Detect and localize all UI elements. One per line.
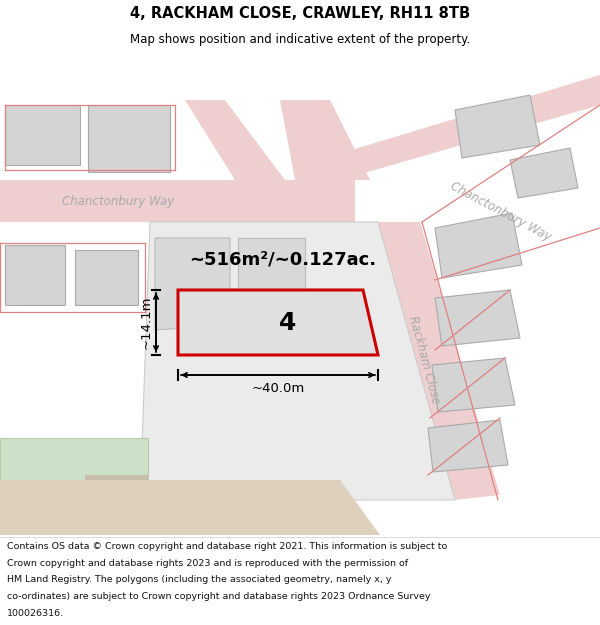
Polygon shape (325, 75, 600, 180)
Text: co-ordinates) are subject to Crown copyright and database rights 2023 Ordnance S: co-ordinates) are subject to Crown copyr… (7, 592, 431, 601)
Polygon shape (378, 222, 500, 500)
Polygon shape (428, 420, 508, 472)
Text: ~14.1m: ~14.1m (139, 296, 152, 349)
Text: HM Land Registry. The polygons (including the associated geometry, namely x, y: HM Land Registry. The polygons (includin… (7, 576, 392, 584)
Text: Map shows position and indicative extent of the property.: Map shows position and indicative extent… (130, 32, 470, 46)
Polygon shape (185, 100, 285, 180)
Text: Contains OS data © Crown copyright and database right 2021. This information is : Contains OS data © Crown copyright and d… (7, 542, 448, 551)
Text: Chanctonbury Way: Chanctonbury Way (448, 180, 553, 244)
Polygon shape (5, 105, 80, 165)
Polygon shape (238, 238, 305, 325)
Polygon shape (178, 290, 378, 355)
Polygon shape (5, 245, 65, 305)
Text: Crown copyright and database rights 2023 and is reproduced with the permission o: Crown copyright and database rights 2023… (7, 559, 409, 568)
Text: 100026316.: 100026316. (7, 609, 64, 618)
Polygon shape (455, 95, 540, 158)
Polygon shape (435, 290, 520, 346)
Text: 4, RACKHAM CLOSE, CRAWLEY, RH11 8TB: 4, RACKHAM CLOSE, CRAWLEY, RH11 8TB (130, 6, 470, 21)
Polygon shape (75, 250, 138, 305)
Polygon shape (0, 438, 148, 480)
Polygon shape (280, 100, 370, 180)
Polygon shape (435, 213, 522, 278)
Polygon shape (88, 105, 170, 172)
Text: ~516m²/~0.127ac.: ~516m²/~0.127ac. (190, 251, 377, 269)
Polygon shape (140, 222, 455, 500)
Text: ~40.0m: ~40.0m (251, 381, 305, 394)
Polygon shape (85, 475, 148, 500)
Polygon shape (432, 358, 515, 412)
Polygon shape (155, 238, 230, 330)
Text: Rackham Close: Rackham Close (406, 314, 442, 406)
Polygon shape (510, 148, 578, 198)
Text: 4: 4 (280, 311, 296, 334)
Polygon shape (0, 480, 380, 535)
Text: Chanctonbury Way: Chanctonbury Way (62, 196, 174, 209)
Polygon shape (0, 180, 355, 222)
